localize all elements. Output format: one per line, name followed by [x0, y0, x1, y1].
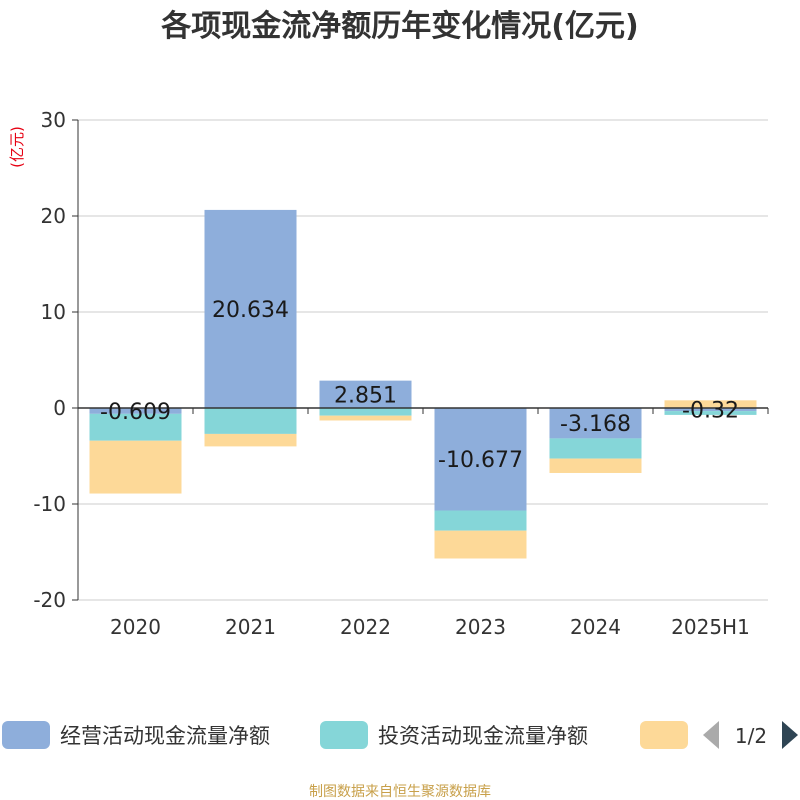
bar-series1-2022	[319, 380, 412, 408]
legend-label-series1: 经营活动现金流量净额	[60, 724, 270, 748]
data-label: 2.851	[334, 383, 397, 408]
legend-prev-page-icon[interactable]	[703, 721, 719, 749]
data-source-note: 制图数据来自恒生聚源数据库	[309, 784, 491, 800]
bar-series2-2022	[319, 408, 412, 416]
bar-series1-2025H1	[664, 408, 757, 412]
bar-series3-2024	[549, 458, 642, 473]
legend-swatch-series2	[320, 721, 368, 749]
x-tick-label: 2021	[225, 615, 276, 639]
bar-series3-2025H1	[664, 400, 757, 408]
y-tick-label: 20	[41, 204, 66, 228]
x-tick-label: 2022	[340, 615, 391, 639]
bar-series1-2023	[434, 408, 527, 511]
data-label: -10.677	[438, 448, 523, 473]
legend: 经营活动现金流量净额 投资活动现金流量净额 1/2	[2, 721, 798, 749]
legend-page-indicator: 1/2	[735, 724, 767, 748]
legend-swatch-series3	[640, 721, 688, 749]
bar-series2-2024	[549, 438, 642, 459]
bar-series3-2021	[204, 433, 297, 447]
y-axis-unit-label: (亿元)	[8, 126, 26, 168]
x-tick-label: 2025H1	[671, 615, 750, 639]
bar-series1-2020	[89, 408, 182, 414]
legend-swatch-series1	[2, 721, 50, 749]
y-tick-label: 0	[53, 396, 66, 420]
bar-series3-2020	[89, 440, 182, 494]
y-tick-label: 10	[41, 300, 66, 324]
bar-series2-2025H1	[664, 411, 757, 415]
data-label: 20.634	[212, 298, 289, 323]
chart-title: 各项现金流净额历年变化情况(亿元)	[160, 9, 638, 44]
gridlines	[78, 119, 768, 601]
y-tick-label: -20	[33, 588, 66, 612]
legend-label-series2: 投资活动现金流量净额	[378, 724, 588, 748]
bar-series2-2021	[204, 408, 297, 434]
legend-next-page-icon[interactable]	[782, 721, 798, 749]
bar-series3-2022	[319, 415, 412, 421]
bar-series1-2021	[204, 209, 297, 408]
bar-series3-2023	[434, 530, 527, 559]
data-label: -3.168	[560, 412, 631, 437]
x-tick-label: 2023	[455, 615, 506, 639]
data-label: -0.32	[682, 399, 739, 424]
y-tick-label: -10	[33, 492, 66, 516]
data-labels: -0.609 20.634 2.851 -10.677 -3.168 -0.32	[100, 298, 739, 473]
bar-series2-2020	[89, 413, 182, 441]
data-label: -0.609	[100, 400, 171, 425]
axes: 30 20 10 0 -10 -20 2020 2021 2022 2023 2024 2025H1	[33, 108, 769, 639]
x-tick-label: 2020	[110, 615, 161, 639]
bar-series2-2023	[434, 510, 527, 531]
x-tick-label: 2024	[570, 615, 621, 639]
bar-series1-2024	[549, 408, 642, 439]
bars	[89, 209, 757, 559]
y-tick-label: 30	[41, 108, 66, 132]
